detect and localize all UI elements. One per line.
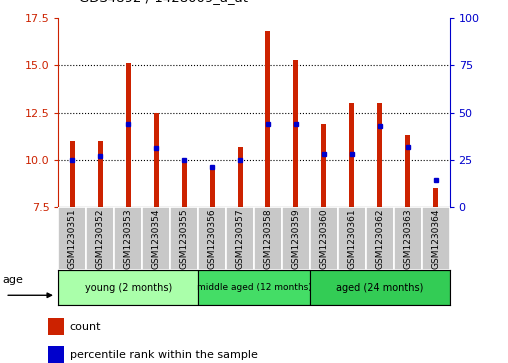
- Text: GSM1230363: GSM1230363: [403, 209, 412, 269]
- FancyBboxPatch shape: [394, 207, 422, 270]
- FancyBboxPatch shape: [338, 207, 366, 270]
- FancyBboxPatch shape: [226, 207, 254, 270]
- Bar: [70, 141, 75, 207]
- Text: GSM1230356: GSM1230356: [208, 209, 216, 269]
- Bar: [294, 60, 298, 207]
- Text: GSM1230352: GSM1230352: [96, 209, 105, 269]
- FancyBboxPatch shape: [142, 207, 170, 270]
- FancyBboxPatch shape: [282, 207, 310, 270]
- Bar: [405, 135, 410, 207]
- Text: percentile rank within the sample: percentile rank within the sample: [70, 350, 258, 359]
- Text: GSM1230360: GSM1230360: [320, 209, 328, 269]
- Bar: [350, 103, 354, 207]
- Text: count: count: [70, 322, 101, 332]
- Bar: [98, 141, 103, 207]
- Text: GSM1230359: GSM1230359: [292, 209, 300, 269]
- Text: GSM1230362: GSM1230362: [375, 209, 384, 269]
- Text: GSM1230364: GSM1230364: [431, 209, 440, 269]
- Bar: [322, 124, 326, 207]
- Bar: [266, 31, 270, 207]
- Text: young (2 months): young (2 months): [85, 283, 172, 293]
- Bar: [310, 270, 450, 305]
- Bar: [48, 318, 64, 335]
- Bar: [433, 188, 438, 207]
- FancyBboxPatch shape: [198, 207, 226, 270]
- Text: GDS4892 / 1428009_a_at: GDS4892 / 1428009_a_at: [79, 0, 248, 4]
- Text: age: age: [3, 275, 23, 285]
- Text: middle aged (12 months): middle aged (12 months): [197, 283, 311, 292]
- Text: aged (24 months): aged (24 months): [336, 283, 423, 293]
- Bar: [210, 167, 214, 207]
- FancyBboxPatch shape: [86, 207, 114, 270]
- Bar: [182, 160, 186, 207]
- FancyBboxPatch shape: [310, 207, 338, 270]
- Text: GSM1230358: GSM1230358: [264, 209, 272, 269]
- FancyBboxPatch shape: [366, 207, 394, 270]
- Bar: [154, 113, 158, 207]
- Text: GSM1230351: GSM1230351: [68, 209, 77, 269]
- Text: GSM1230354: GSM1230354: [152, 209, 161, 269]
- Bar: [48, 346, 64, 363]
- Text: GSM1230355: GSM1230355: [180, 209, 188, 269]
- Bar: [58, 270, 198, 305]
- FancyBboxPatch shape: [170, 207, 198, 270]
- Bar: [377, 103, 382, 207]
- Bar: [198, 270, 310, 305]
- Text: GSM1230353: GSM1230353: [124, 209, 133, 269]
- Text: GSM1230357: GSM1230357: [236, 209, 244, 269]
- FancyBboxPatch shape: [254, 207, 282, 270]
- Bar: [126, 64, 131, 207]
- Bar: [238, 147, 242, 207]
- FancyBboxPatch shape: [58, 207, 86, 270]
- Text: GSM1230361: GSM1230361: [347, 209, 356, 269]
- FancyBboxPatch shape: [422, 207, 450, 270]
- FancyBboxPatch shape: [114, 207, 142, 270]
